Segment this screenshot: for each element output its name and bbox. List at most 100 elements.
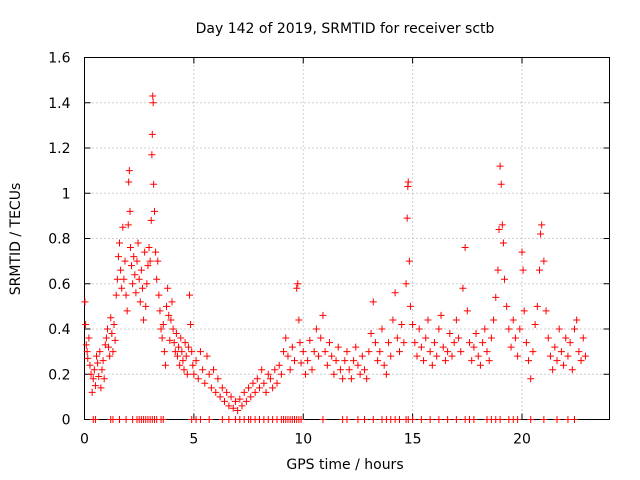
data-point [148, 151, 156, 159]
data-point [175, 343, 183, 351]
data-point [452, 316, 460, 324]
data-point [336, 366, 344, 374]
data-point [339, 375, 347, 383]
data-point [531, 320, 539, 328]
chart-title: Day 142 of 2019, SRMTID for receiver sct… [196, 21, 495, 37]
data-point [102, 334, 110, 342]
data-point [282, 334, 290, 342]
data-point [107, 314, 115, 322]
data-point [579, 334, 587, 342]
data-point [238, 402, 246, 410]
data-point [240, 388, 248, 396]
data-point [225, 402, 233, 410]
data-point [571, 416, 578, 423]
data-point [501, 275, 508, 283]
data-point [131, 271, 139, 279]
data-point [112, 291, 120, 299]
data-point [111, 336, 119, 344]
data-point [332, 357, 340, 365]
data-point [378, 325, 386, 333]
data-point [146, 257, 154, 265]
data-point [310, 348, 318, 356]
data-point [130, 253, 138, 261]
data-point [277, 370, 285, 378]
data-point [89, 375, 97, 383]
data-point [171, 348, 179, 356]
data-point [426, 416, 434, 423]
data-point [479, 339, 487, 347]
data-point [227, 393, 235, 401]
data-point [511, 334, 519, 342]
data-point [129, 280, 137, 288]
data-point [361, 366, 368, 374]
data-point [145, 244, 153, 252]
data-point [356, 370, 364, 378]
data-point [159, 320, 167, 328]
data-point [135, 275, 143, 283]
data-point [126, 207, 134, 215]
data-point [119, 223, 127, 231]
data-point [172, 330, 180, 338]
data-point [422, 334, 430, 342]
data-point [286, 366, 294, 374]
data-point [492, 293, 500, 301]
data-point [186, 291, 193, 299]
data-point [133, 257, 141, 265]
data-point [354, 416, 362, 423]
y-tick-label: 1.4 [48, 96, 70, 112]
data-point [178, 348, 186, 356]
data-point [317, 334, 325, 342]
data-point [223, 388, 231, 396]
data-point [122, 416, 130, 423]
data-point [571, 325, 578, 333]
data-point [150, 180, 158, 188]
data-point [214, 375, 222, 383]
data-point [551, 343, 559, 351]
data-point [137, 266, 145, 274]
data-point [455, 334, 463, 342]
data-point [110, 320, 118, 328]
data-point [391, 289, 399, 297]
data-point [147, 216, 155, 224]
data-point [474, 352, 482, 360]
data-point [218, 384, 226, 392]
data-point [518, 248, 526, 256]
data-point [499, 239, 507, 247]
data-point [148, 130, 156, 138]
x-tick-label: 5 [189, 432, 198, 448]
data-point [470, 416, 478, 423]
data-point [262, 388, 270, 396]
data-point [393, 334, 401, 342]
y-tick-label: 1.2 [48, 141, 70, 157]
data-point [167, 316, 175, 324]
data-point [516, 325, 524, 333]
data-point [463, 307, 471, 315]
data-point [284, 352, 292, 360]
data-point [173, 352, 181, 360]
data-point [509, 316, 517, 324]
data-point [190, 370, 198, 378]
data-point [194, 375, 202, 383]
data-point [236, 395, 244, 403]
data-point [472, 330, 480, 338]
data-point [100, 375, 108, 383]
data-point [163, 302, 171, 310]
data-point [96, 348, 104, 356]
y-tick-label: 0.4 [48, 322, 70, 338]
data-point [275, 361, 283, 369]
data-point [201, 379, 209, 387]
data-point [369, 298, 377, 306]
data-point [529, 348, 537, 356]
data-point [108, 330, 116, 338]
data-point [476, 361, 484, 369]
data-point [435, 325, 443, 333]
data-point [218, 416, 226, 423]
data-point [196, 416, 204, 423]
data-point [149, 92, 157, 100]
data-point [207, 384, 215, 392]
data-point [341, 357, 349, 365]
data-point [415, 325, 423, 333]
data-point [149, 99, 157, 107]
data-point [176, 361, 184, 369]
data-point [525, 357, 533, 365]
